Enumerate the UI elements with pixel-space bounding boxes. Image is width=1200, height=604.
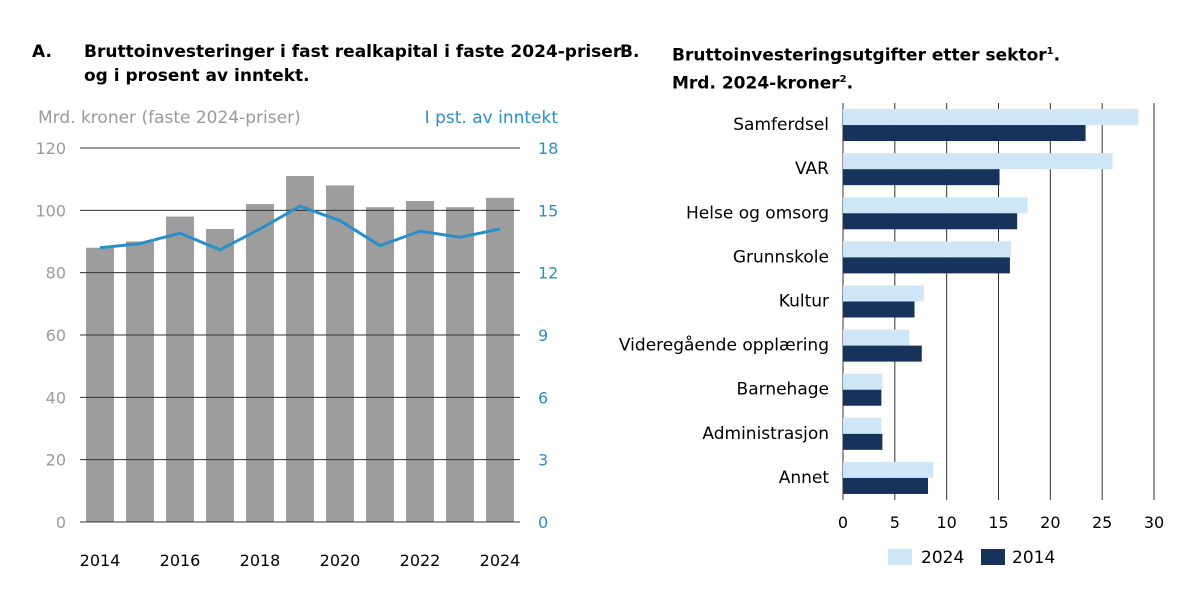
y-tick-right-9: 9 bbox=[538, 326, 548, 345]
bar-2018 bbox=[246, 204, 274, 522]
bar-2024-0 bbox=[843, 109, 1139, 126]
y-tick-left-60: 60 bbox=[46, 326, 66, 345]
bar-2014-1 bbox=[843, 169, 1000, 186]
legend-swatch-2024 bbox=[888, 549, 912, 565]
panel-b-title-line1-end: . bbox=[1053, 45, 1061, 66]
bar-2017 bbox=[206, 229, 234, 523]
y-tick-right-12: 12 bbox=[538, 264, 558, 283]
y-tick-right-0: 0 bbox=[538, 513, 548, 532]
bar-2014-0 bbox=[843, 125, 1086, 142]
footnote-2-marker: 2 bbox=[839, 73, 847, 85]
y-tick-right-3: 3 bbox=[538, 451, 548, 470]
x-tick-10: 10 bbox=[936, 513, 956, 532]
bar-2024-4 bbox=[843, 285, 924, 302]
panel-b-title-line2-end: . bbox=[846, 73, 854, 94]
y-tick-left-80: 80 bbox=[46, 264, 66, 283]
bar-2020 bbox=[326, 185, 354, 522]
y-tick-right-15: 15 bbox=[538, 201, 558, 220]
bar-2014 bbox=[86, 247, 114, 522]
bar-2024-5 bbox=[843, 329, 910, 346]
category-label-8: Annet bbox=[779, 468, 830, 488]
bar-2024 bbox=[486, 197, 514, 522]
bar-2014-8 bbox=[843, 477, 929, 494]
bar-2021 bbox=[366, 207, 394, 522]
panel-b-title-line1-text: Bruttoinvesteringsutgifter etter sektor bbox=[672, 45, 1047, 66]
y-tick-left-20: 20 bbox=[46, 451, 66, 470]
bar-2014-2 bbox=[843, 213, 1018, 230]
bar-2014-7 bbox=[843, 433, 883, 450]
y-tick-right-18: 18 bbox=[538, 139, 558, 158]
category-label-3: Grunnskole bbox=[733, 247, 829, 267]
bar-2024-3 bbox=[843, 241, 1011, 258]
x-tick-2016: 2016 bbox=[160, 551, 201, 570]
bar-2019 bbox=[286, 176, 314, 523]
category-label-7: Administrasjon bbox=[702, 424, 829, 444]
bar-2014-4 bbox=[843, 301, 915, 318]
category-label-0: Samferdsel bbox=[733, 115, 829, 135]
panel-a-title-line2: og i prosent av inntekt. bbox=[84, 66, 310, 86]
bar-2016 bbox=[166, 216, 194, 523]
bar-2024-2 bbox=[843, 197, 1028, 214]
legend-label-2024: 2024 bbox=[921, 548, 964, 568]
panel-a-title-text: Bruttoinvesteringer i fast realkapital i… bbox=[84, 40, 621, 88]
x-tick-2018: 2018 bbox=[240, 551, 281, 570]
panel-b-title-line2-text: Mrd. 2024-kroner bbox=[672, 73, 840, 94]
panel-b-title: B. Bruttoinvesteringsutgifter etter sekt… bbox=[620, 40, 1180, 93]
bar-2014-5 bbox=[843, 345, 922, 362]
x-tick-0: 0 bbox=[838, 513, 848, 532]
panel-b-title-text: Bruttoinvesteringsutgifter etter sektor1… bbox=[672, 40, 1060, 95]
panel-b-title-line1: Bruttoinvesteringsutgifter etter sektor1… bbox=[672, 40, 1060, 68]
panel-b-title-line2: Mrd. 2024-kroner2. bbox=[672, 68, 1060, 96]
bar-2014-3 bbox=[843, 257, 1010, 274]
panel-b-letter: B. bbox=[620, 42, 640, 62]
y-tick-left-40: 40 bbox=[46, 388, 66, 407]
y-axis-label-right: I pst. av inntekt bbox=[425, 108, 559, 128]
footnote-1-marker: 1 bbox=[1046, 46, 1054, 57]
x-tick-25: 25 bbox=[1092, 513, 1112, 532]
x-tick-2014: 2014 bbox=[80, 551, 121, 570]
panel-a-title-line1: Bruttoinvesteringer i fast realkapital i… bbox=[84, 42, 622, 62]
panel-a-title: A. Bruttoinvesteringer i fast realkapita… bbox=[32, 40, 621, 90]
category-label-2: Helse og omsorg bbox=[686, 203, 829, 223]
y-tick-left-120: 120 bbox=[35, 139, 66, 158]
category-label-5: Videregående opplæring bbox=[619, 335, 829, 356]
bar-2024-6 bbox=[843, 373, 883, 390]
category-label-4: Kultur bbox=[779, 292, 829, 312]
y-tick-left-100: 100 bbox=[35, 201, 66, 220]
bar-2022 bbox=[406, 200, 434, 522]
x-tick-2024: 2024 bbox=[480, 551, 521, 570]
x-tick-5: 5 bbox=[890, 513, 900, 532]
bar-2024-7 bbox=[843, 417, 882, 434]
category-label-6: Barnehage bbox=[737, 380, 829, 400]
bar-2014-6 bbox=[843, 389, 882, 406]
x-tick-15: 15 bbox=[988, 513, 1008, 532]
y-tick-left-0: 0 bbox=[56, 513, 66, 532]
x-tick-30: 30 bbox=[1144, 513, 1164, 532]
bar-2023 bbox=[446, 207, 474, 522]
legend-label-2014: 2014 bbox=[1012, 548, 1055, 568]
chart-a-investments: Mrd. kroner (faste 2024-priser) I pst. av… bbox=[35, 108, 559, 570]
legend-swatch-2014 bbox=[981, 549, 1005, 565]
x-tick-2022: 2022 bbox=[400, 551, 441, 570]
bar-2015 bbox=[126, 241, 154, 522]
y-axis-label-left: Mrd. kroner (faste 2024-priser) bbox=[38, 108, 301, 128]
category-label-1: VAR bbox=[795, 159, 829, 179]
bar-2024-8 bbox=[843, 461, 934, 478]
y-tick-right-6: 6 bbox=[538, 388, 548, 407]
panel-a-letter: A. bbox=[32, 42, 52, 62]
bar-2024-1 bbox=[843, 153, 1113, 170]
x-tick-2020: 2020 bbox=[320, 551, 361, 570]
x-tick-20: 20 bbox=[1040, 513, 1060, 532]
